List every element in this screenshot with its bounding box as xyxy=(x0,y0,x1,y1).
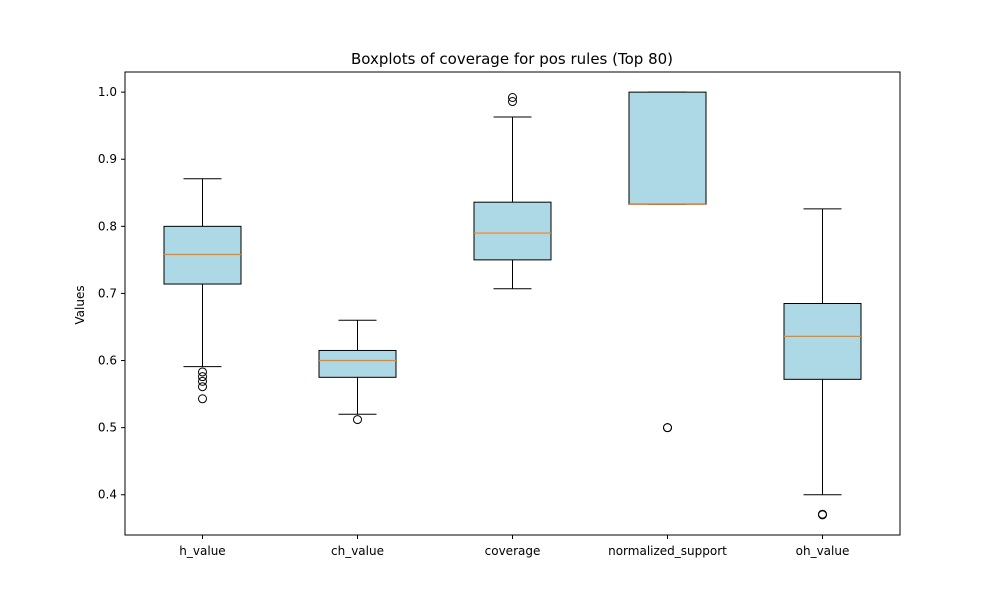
y-tick-label: 0.9 xyxy=(98,152,117,166)
outlier-point xyxy=(198,367,207,377)
y-axis-label: Values xyxy=(73,285,87,324)
box-oh_value xyxy=(783,303,862,380)
outlier-point xyxy=(508,97,517,107)
y-tick-label: 0.6 xyxy=(98,354,117,368)
outlier-point xyxy=(353,415,362,425)
x-tick-label: coverage xyxy=(485,544,541,558)
y-tick-label: 0.5 xyxy=(98,421,117,435)
outlier-point xyxy=(663,423,672,433)
outlier-point xyxy=(818,510,827,520)
y-tick-label: 0.8 xyxy=(98,219,117,233)
plot-area: 0.4 0.5 0.6 0.7 0.8 0.9 1.0 h_value ch_value cove… xyxy=(98,71,901,558)
plot-frame xyxy=(124,71,901,536)
y-tick-label: 0.4 xyxy=(98,488,117,502)
y-tick-label: 1.0 xyxy=(98,85,117,99)
outlier-point xyxy=(508,92,517,102)
box-ch_value xyxy=(318,349,397,378)
x-tick-label: oh_value xyxy=(796,544,850,558)
x-tick-label: ch_value xyxy=(331,544,384,558)
outlier-point xyxy=(198,372,207,382)
box-normalized_support xyxy=(628,91,707,205)
x-tick-label: normalized_support xyxy=(608,544,727,558)
outlier-point xyxy=(198,376,207,386)
chart-title: Boxplots of coverage for pos rules (Top … xyxy=(351,50,673,68)
box-coverage xyxy=(473,201,552,261)
y-tick-label: 0.7 xyxy=(98,286,117,300)
outlier-point xyxy=(198,394,207,404)
x-tick-label: h_value xyxy=(179,544,225,558)
box-h_value xyxy=(163,225,242,285)
outlier-point xyxy=(198,382,207,392)
